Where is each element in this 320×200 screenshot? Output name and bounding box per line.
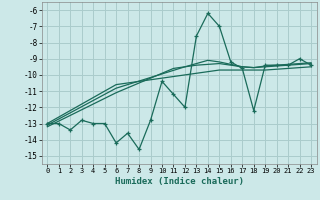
X-axis label: Humidex (Indice chaleur): Humidex (Indice chaleur) [115, 177, 244, 186]
